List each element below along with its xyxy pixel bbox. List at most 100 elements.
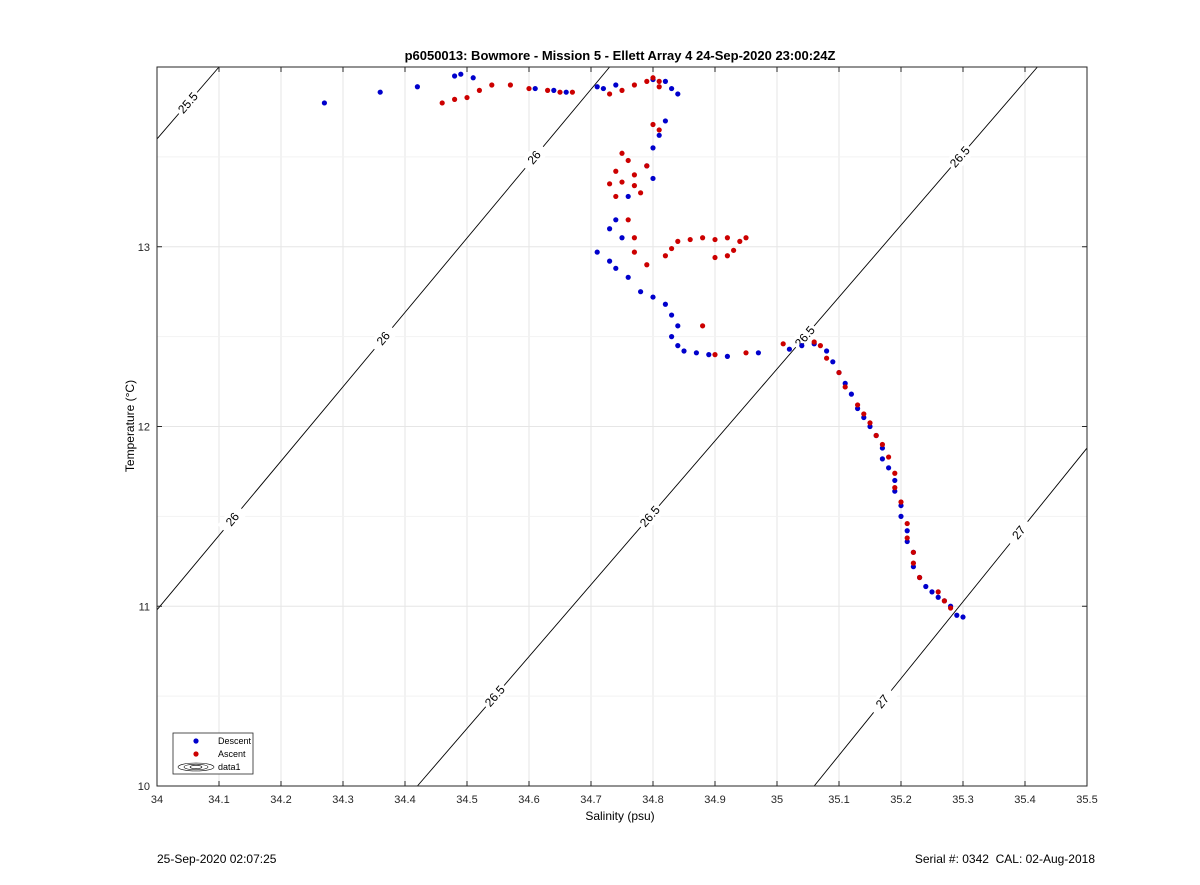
data-point-descent [842, 380, 848, 386]
data-point-ascent [669, 245, 675, 252]
isopycnal-label-bg [368, 322, 399, 355]
data-point-descent [650, 175, 656, 182]
x-tick-label: 35.2 [890, 794, 911, 806]
data-point-descent [594, 84, 600, 90]
data-point-descent [669, 85, 675, 92]
data-point-ascent [644, 78, 650, 84]
data-point-ascent [619, 179, 625, 185]
data-point-ascent [948, 605, 954, 611]
data-point-descent [923, 583, 929, 590]
data-point-descent [458, 71, 464, 77]
data-point-descent [786, 346, 793, 352]
y-tick-label: 11 [139, 601, 150, 613]
data-point-ascent [842, 384, 848, 390]
x-tick-label: 34.3 [332, 794, 353, 806]
data-points [321, 71, 966, 620]
data-point-ascent [712, 236, 718, 243]
data-point-ascent [631, 172, 638, 178]
data-point-ascent [836, 369, 842, 376]
data-point-ascent [656, 127, 662, 133]
data-point-descent [594, 249, 600, 255]
data-point-descent [563, 89, 569, 95]
data-point-descent [929, 589, 935, 595]
data-point-descent [669, 312, 675, 318]
data-point-ascent [675, 238, 681, 244]
data-point-descent [855, 405, 861, 412]
footer-serial: Serial #: 0342 CAL: 02-Aug-2018 [915, 852, 1095, 866]
legend-descent-label: Descent [218, 736, 252, 746]
isopycnal-label-bg [217, 503, 248, 536]
data-point-ascent [879, 441, 886, 448]
data-point-ascent [731, 247, 737, 253]
data-point-descent [662, 78, 669, 84]
data-point-descent [675, 91, 681, 97]
legend-ascent-marker [193, 751, 199, 757]
isopycnal-line [813, 447, 1088, 787]
data-point-ascent [607, 181, 613, 187]
footer-timestamp-text: 25-Sep-2020 02:07:25 [157, 852, 277, 866]
data-point-ascent [712, 254, 718, 261]
data-point-descent [755, 350, 762, 356]
data-point-ascent [644, 163, 650, 169]
data-point-descent [867, 423, 873, 430]
x-tick-label: 35 [771, 794, 783, 806]
data-point-ascent [607, 91, 613, 97]
data-point-ascent [656, 84, 662, 90]
grid [156, 67, 1088, 787]
data-point-descent [321, 100, 327, 106]
data-point-ascent [780, 341, 786, 347]
data-point-ascent [452, 96, 458, 102]
data-point-descent [910, 564, 917, 570]
data-point-ascent [892, 485, 898, 491]
series-descent [321, 71, 966, 620]
data-point-descent [650, 294, 656, 300]
data-point-descent [886, 465, 892, 471]
x-axis-label: Salinity (psu) [585, 809, 654, 823]
data-point-ascent [904, 535, 910, 541]
x-tick-label: 34.9 [704, 794, 725, 806]
legend-box [172, 732, 254, 775]
x-tick-label: 35.4 [1014, 794, 1035, 806]
data-point-ascent [619, 150, 625, 156]
isopycnal-label-bg [172, 87, 204, 119]
data-point-descent [600, 85, 607, 92]
data-point-descent [848, 391, 855, 397]
data-point-descent [414, 84, 420, 90]
data-point-ascent [439, 100, 445, 106]
data-point-descent [960, 614, 966, 620]
data-point-ascent [545, 87, 551, 93]
data-point-descent [861, 414, 867, 421]
data-point-ascent [569, 89, 576, 95]
isopycnal-label: 27 [1003, 516, 1034, 549]
data-point-descent [551, 87, 557, 93]
isopycnal-label: 26 [217, 503, 248, 536]
isopycnal-label-bg [944, 141, 976, 173]
data-point-descent [532, 85, 538, 92]
data-point-descent [904, 528, 910, 534]
data-point-descent [470, 75, 476, 81]
x-tick-label: 34.8 [642, 794, 663, 806]
data-point-ascent [941, 598, 948, 604]
data-point-ascent [886, 454, 892, 460]
data-point-descent [613, 217, 619, 223]
y-axis-label: Temperature (°C) [123, 380, 137, 472]
data-point-descent [675, 323, 681, 329]
x-tick-label: 35.1 [828, 794, 849, 806]
data-point-descent [452, 73, 458, 79]
data-point-descent [954, 612, 960, 618]
data-point-ascent [687, 236, 693, 243]
data-point-ascent [904, 520, 910, 527]
x-tick-label: 34.2 [270, 794, 291, 806]
data-point-ascent [700, 323, 706, 329]
data-point-ascent [464, 94, 470, 101]
data-point-ascent [638, 190, 644, 196]
legend-data1-label: data1 [218, 762, 241, 772]
data-point-descent [619, 235, 625, 241]
data-point-descent [898, 513, 904, 519]
data-point-descent [650, 145, 656, 151]
data-point-ascent [619, 87, 625, 93]
isopycnal-label: 25.5 [172, 87, 204, 119]
data-point-descent [693, 350, 700, 356]
chart-title: p6050013: Bowmore - Mission 5 - Ellett A… [405, 48, 836, 63]
data-point-descent [830, 359, 836, 365]
